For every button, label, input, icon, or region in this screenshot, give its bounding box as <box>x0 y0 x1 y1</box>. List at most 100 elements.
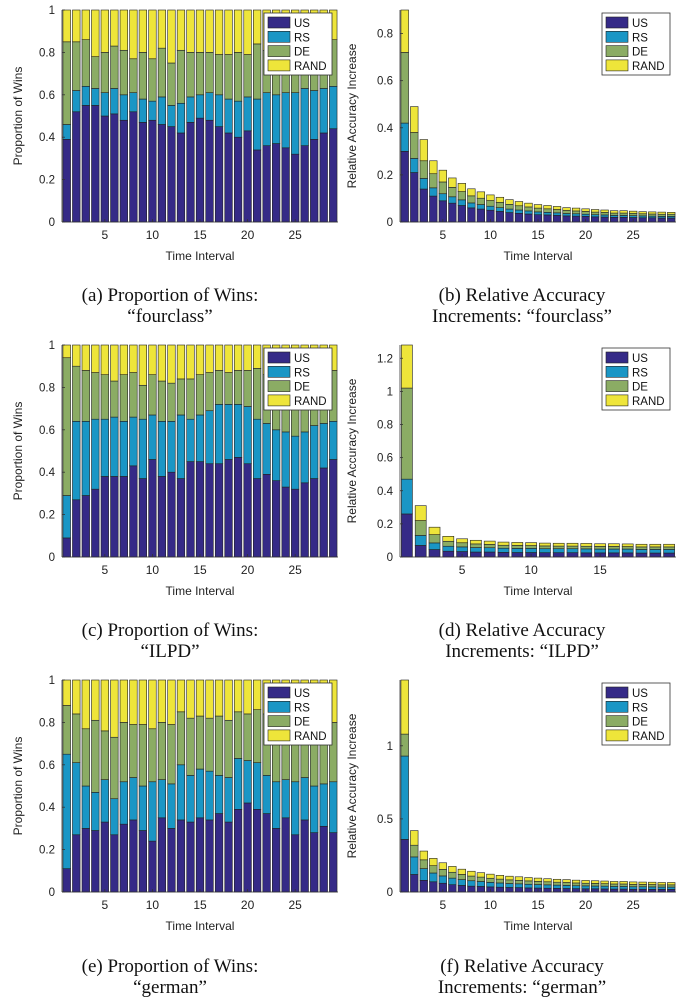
bar-segment-us <box>319 467 328 558</box>
bar-segment-rs <box>195 414 205 462</box>
bar-segment-us <box>562 215 571 223</box>
chart-relative-accuracy-ilpd: 0 0.2 0.4 0.6 0.8 1 1.2 5 10 15 Time Interval Relat… <box>346 344 676 598</box>
y-tick-label: 0 <box>387 552 393 564</box>
bar-segment-de <box>581 882 590 887</box>
bar-segment-rs <box>81 785 90 829</box>
bar-segment-de <box>497 544 510 549</box>
bar-segment-us <box>505 887 514 893</box>
caption-e: (e) Proportion of Wins: “german” <box>20 956 320 998</box>
bar-segment-rand <box>562 207 571 211</box>
bar-segment-us <box>621 552 634 558</box>
bar-segment-rand <box>580 543 593 547</box>
bar-segment-us <box>110 113 119 223</box>
bar-segment-rand <box>148 344 157 375</box>
bar-segment-de <box>562 882 571 886</box>
bar-segment-rand <box>533 204 543 209</box>
bar-segment-de <box>195 715 205 770</box>
bar-segment-de <box>157 722 167 780</box>
bar-segment-rand <box>176 679 186 713</box>
bar-segment-de <box>514 205 524 211</box>
bar-segment-de <box>186 52 195 98</box>
bar-segment-de <box>635 546 648 550</box>
bar-segment-rand <box>448 866 457 873</box>
legend: US RS DE RAND <box>263 682 333 746</box>
y-tick-label: 0.6 <box>377 76 393 88</box>
bar-segment-us <box>410 172 419 223</box>
bar-segment-rand <box>600 880 609 884</box>
bar-segment-de <box>483 544 496 549</box>
bar-segment-de <box>72 365 81 422</box>
bar-segment-rs <box>571 213 581 217</box>
bar-segment-us <box>243 802 252 893</box>
bar-segment-de <box>580 545 593 550</box>
legend-label-de: DE <box>632 717 648 729</box>
bar-segment-us <box>62 537 71 558</box>
bar-segment-us <box>233 136 243 223</box>
bar-segment-de <box>214 54 224 96</box>
bar-segment-rs <box>429 187 438 197</box>
bar-segment-rs <box>410 856 419 875</box>
bar-segment-rs <box>457 879 466 886</box>
y-tick-label: 0 <box>49 887 55 899</box>
bar-segment-rand <box>648 881 657 885</box>
bar-segment-us <box>176 819 186 893</box>
legend-label-rs: RS <box>294 702 310 714</box>
bar-segment-de <box>195 52 205 96</box>
bar-segment-de <box>524 880 533 885</box>
bar-segment-rand <box>81 679 90 730</box>
bar-segment-us <box>514 212 524 223</box>
bar-segment-us <box>638 888 647 893</box>
legend-swatch-us <box>267 16 291 29</box>
x-axis-title: Time Interval <box>504 584 573 598</box>
bar-segment-us <box>272 480 281 558</box>
bar-segment-de <box>638 884 647 888</box>
bar-segment-us <box>419 880 428 893</box>
bar-segment-rand <box>157 344 167 382</box>
bar-segment-rs <box>233 404 243 458</box>
y-tick-label: 1 <box>49 340 55 352</box>
bar-segment-rs <box>138 418 147 479</box>
bar-segment-rs <box>581 213 590 217</box>
x-tick-label: 10 <box>146 228 160 242</box>
bar-segment-rs <box>224 404 233 460</box>
bar-segment-de <box>72 41 81 91</box>
bar-segment-rs <box>428 542 441 550</box>
bar-segment-rs <box>205 92 214 121</box>
bar-segment-rs <box>243 406 252 465</box>
bar-segment-us <box>205 819 214 893</box>
bar-segment-rs <box>649 549 662 554</box>
bar-segment-rs <box>591 214 600 218</box>
bar-segment-rs <box>176 102 186 134</box>
bar-segment-us <box>428 549 441 558</box>
bar-segment-rand <box>610 210 619 214</box>
bar-segment-de <box>233 711 243 759</box>
bar-segment-rs <box>629 886 638 890</box>
bar-segment-rand <box>525 542 537 546</box>
bar-segment-rs <box>600 885 609 890</box>
bar-segment-de <box>419 160 428 179</box>
x-tick-label: 15 <box>593 563 607 577</box>
bar-segment-us <box>281 486 290 558</box>
legend-swatch-rand <box>267 394 291 407</box>
bar-segment-rand <box>552 542 565 547</box>
bar-segment-rs <box>505 883 514 888</box>
bar-segment-us <box>129 465 138 558</box>
bar-segment-de <box>253 368 262 420</box>
bar-segment-de <box>581 211 590 215</box>
bar-segment-rand <box>410 106 419 133</box>
bar-segment-rand <box>543 878 552 883</box>
bar-segment-us <box>148 840 157 893</box>
bar-segment-rand <box>638 881 647 885</box>
bar-segment-de <box>81 39 90 87</box>
bar-segment-rand <box>667 882 676 886</box>
bar-segment-de <box>621 546 634 550</box>
bar-segment-us <box>663 552 675 558</box>
bar-segment-rs <box>129 777 138 821</box>
legend: US RS DE RAND <box>601 682 671 746</box>
bar-segment-rand <box>72 344 81 367</box>
legend-label-us: US <box>294 18 310 30</box>
bar-segment-de <box>81 370 90 422</box>
bar-segment-rand <box>476 872 485 878</box>
